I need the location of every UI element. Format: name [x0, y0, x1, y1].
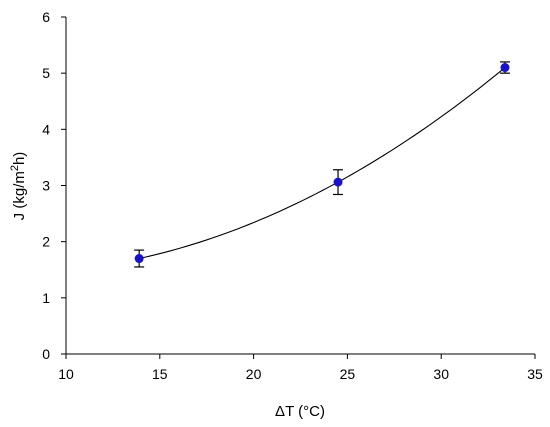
- fit-curve: [139, 67, 506, 260]
- x-axis-label-delta: Δ: [275, 403, 285, 420]
- y-ticks: 0 1 2 3 4 5 6: [42, 9, 66, 362]
- y-axis-label: J (kg/m2h): [9, 152, 28, 221]
- x-tick-label: 20: [246, 366, 262, 382]
- y-tick-label: 6: [42, 9, 50, 25]
- y-tick-label: 5: [42, 65, 50, 81]
- x-tick-label: 30: [433, 366, 449, 382]
- y-axis-label-text: J (kg/m: [11, 171, 28, 220]
- y-tick-label: 3: [42, 178, 50, 194]
- x-tick-label: 15: [152, 366, 168, 382]
- y-tick-label: 2: [42, 234, 50, 250]
- y-tick-label: 4: [42, 121, 50, 137]
- y-axis-label-superscript: 2: [9, 165, 21, 171]
- x-axis-label-text: T (°C): [285, 403, 325, 420]
- y-tick-label: 1: [42, 290, 50, 306]
- axes: [65, 17, 535, 355]
- y-axis-label-end: h): [11, 152, 28, 165]
- data-point: [500, 63, 510, 73]
- data-points: [134, 61, 510, 268]
- x-tick-label: 35: [527, 366, 543, 382]
- y-tick-label: 0: [42, 346, 50, 362]
- x-axis-label: ΔT (°C): [275, 403, 325, 420]
- x-tick-label: 25: [340, 366, 356, 382]
- x-tick-label: 10: [58, 366, 74, 382]
- data-point: [333, 177, 343, 187]
- data-point: [134, 254, 144, 264]
- x-ticks: 10 15 20 25 30 35: [58, 354, 543, 382]
